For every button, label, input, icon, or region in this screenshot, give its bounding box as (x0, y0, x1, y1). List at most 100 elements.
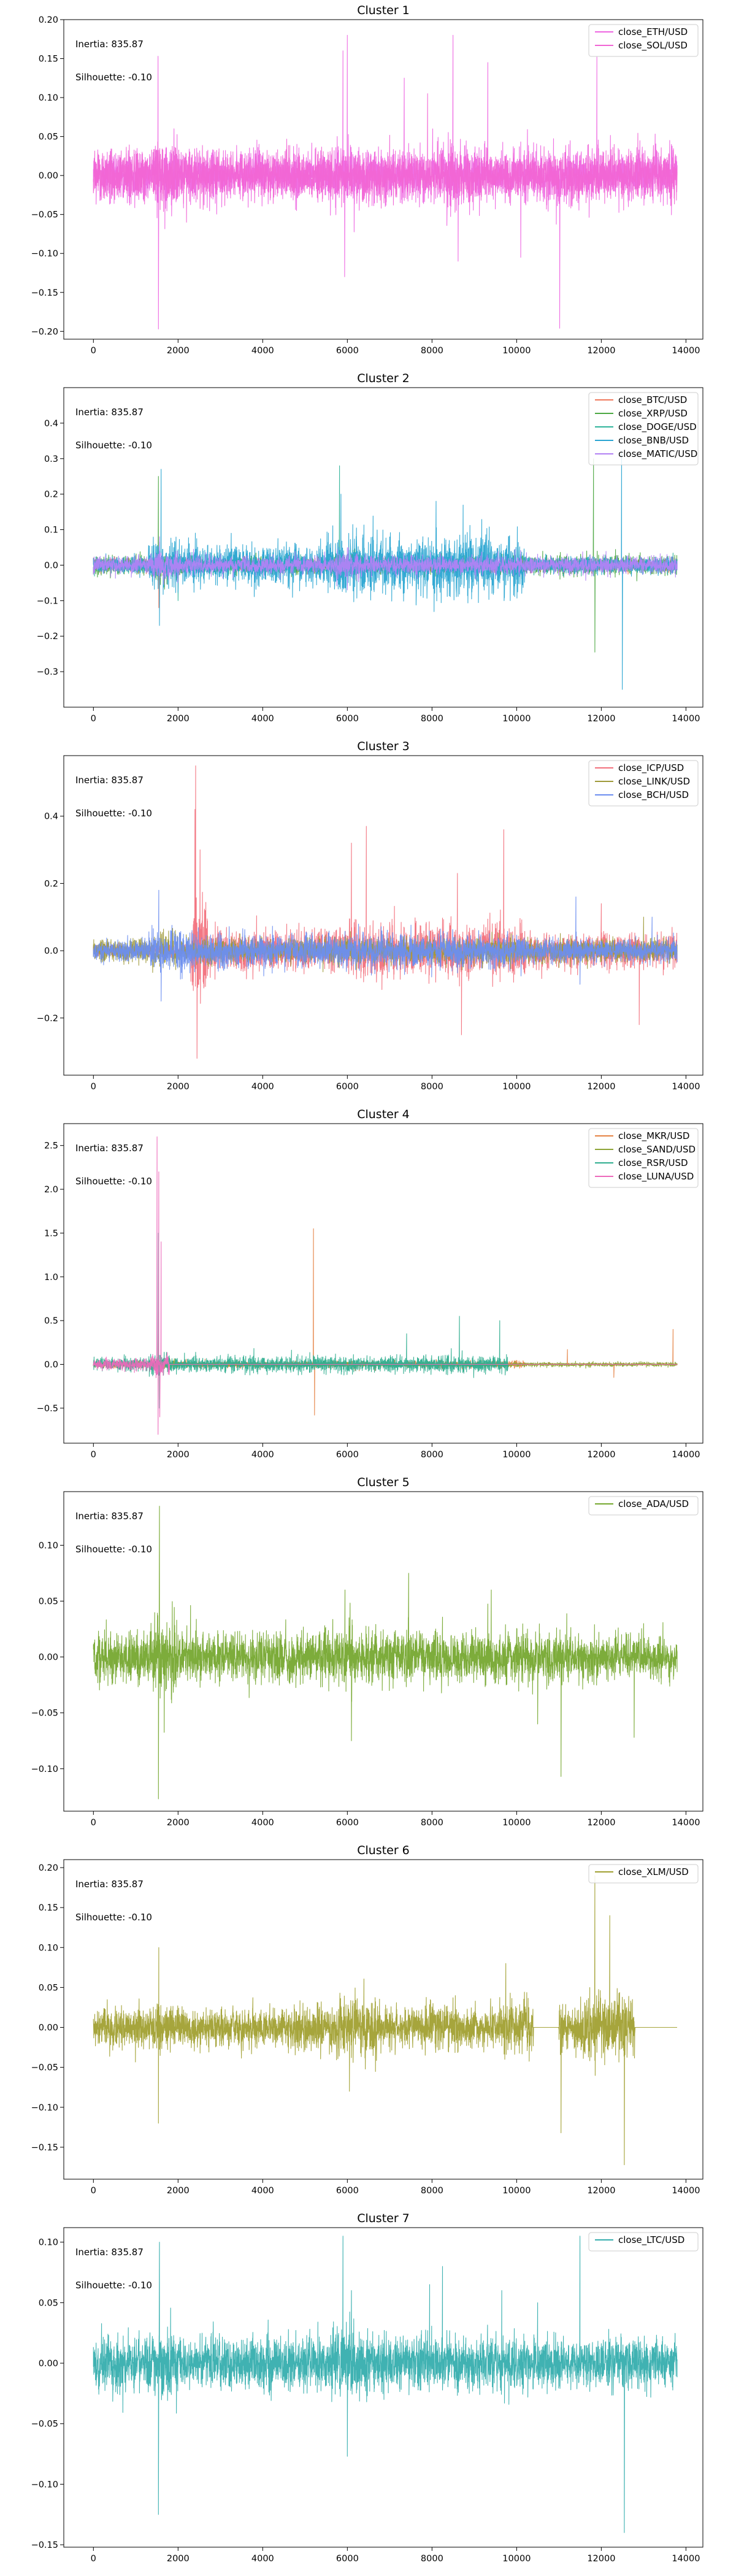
x-tick-label: 2000 (167, 714, 190, 724)
axes-frame (63, 2227, 703, 2548)
x-tick-label: 8000 (421, 1082, 443, 1092)
x-tick-label: 12000 (587, 2186, 615, 2196)
x-tick-label: 10000 (502, 2554, 531, 2564)
x-tick-label: 14000 (672, 2554, 700, 2564)
x-tick-label: 6000 (336, 1082, 359, 1092)
y-tick-label: 0.00 (39, 2359, 58, 2369)
x-tick-label: 14000 (672, 346, 700, 356)
series-line-5 (93, 536, 678, 591)
series-line-3 (93, 1232, 678, 1409)
y-tick-label: 0.05 (39, 1597, 58, 1607)
chart-panel-2: Cluster 2 0 2000 4000 6000 8000 10000 12000 1400… (37, 372, 703, 724)
inertia-annotation: Inertia: 835.87 (75, 2247, 144, 2258)
y-tick-label: 0.10 (39, 2238, 58, 2248)
x-tick-label: 8000 (421, 714, 443, 724)
series-group (93, 1506, 678, 1800)
series-line-1 (93, 1875, 678, 2166)
legend: close_ADA/USD (588, 1496, 699, 1516)
legend: close_XLM/USD (588, 1864, 699, 1884)
series-group (93, 451, 678, 690)
y-tick-label: 0.0 (44, 946, 58, 956)
x-tick-label: 4000 (251, 346, 274, 356)
x-tick-label: 4000 (251, 1082, 274, 1092)
x-tick-label: 8000 (421, 2186, 443, 2196)
y-tick-label: 0.15 (39, 1903, 58, 1913)
legend-entry: close_ICP/USD (618, 762, 684, 774)
legend-entry: close_LUNA/USD (618, 1171, 694, 1183)
series-group (93, 1875, 678, 2166)
x-tick-label: 0 (91, 2554, 96, 2564)
series-line-2 (93, 93, 678, 223)
y-tick-label: 0.3 (44, 454, 58, 464)
y-tick-label: 0.10 (39, 1943, 58, 1953)
y-tick-label: −0.10 (31, 2480, 58, 2490)
legend-box (588, 1496, 699, 1516)
x-tick-label: 10000 (502, 2186, 531, 2196)
legend-entry: close_SOL/USD (618, 40, 688, 52)
x-tick-label: 10000 (502, 1450, 531, 1460)
series-line-1 (93, 2236, 678, 2533)
x-tick-label: 6000 (336, 2554, 359, 2564)
x-tick-label: 8000 (421, 346, 443, 356)
y-tick-label: 0.05 (39, 132, 58, 142)
y-tick-label: −0.1 (37, 596, 58, 606)
x-tick-label: 12000 (587, 714, 615, 724)
inertia-annotation: Inertia: 835.87 (75, 1511, 144, 1522)
x-tick-label: 10000 (502, 714, 531, 724)
silhouette-annotation: Silhouette: -0.10 (75, 1176, 152, 1187)
y-tick-label: −0.15 (31, 2540, 58, 2550)
inertia-annotation: Inertia: 835.87 (75, 407, 144, 418)
legend-entry: close_LINK/USD (618, 776, 690, 788)
y-tick-label: 0.20 (39, 1863, 58, 1873)
x-tick-label: 8000 (421, 2554, 443, 2564)
series-line-1 (93, 1228, 678, 1416)
chart-title: Cluster 4 (357, 1108, 410, 1121)
x-tick-label: 14000 (672, 1450, 700, 1460)
y-tick-label: 0.2 (44, 490, 58, 500)
chart-panel-7: Cluster 7 0 2000 4000 6000 8000 10000 12000 1400… (31, 2212, 703, 2564)
x-tick-label: 4000 (251, 1818, 274, 1828)
y-tick-label: 0.05 (39, 1983, 58, 1993)
y-tick-label: 2.0 (44, 1185, 58, 1195)
legend-entry: close_ADA/USD (618, 1498, 689, 1510)
y-tick-label: 0.4 (44, 419, 58, 429)
chart-title: Cluster 2 (357, 372, 410, 385)
x-tick-label: 0 (91, 1450, 96, 1460)
silhouette-annotation: Silhouette: -0.10 (75, 1544, 152, 1555)
silhouette-annotation: Silhouette: -0.10 (75, 1912, 152, 1923)
inertia-annotation: Inertia: 835.87 (75, 1143, 144, 1154)
x-tick-label: 4000 (251, 714, 274, 724)
x-tick-label: 6000 (336, 346, 359, 356)
x-tick-label: 2000 (167, 2186, 190, 2196)
legend: close_MKR/USD close_SAND/USDclose_RSR/USD… (588, 1128, 699, 1188)
x-tick-label: 6000 (336, 2186, 359, 2196)
y-tick-label: −0.10 (31, 2103, 58, 2113)
y-tick-label: −0.15 (31, 288, 58, 298)
legend-entry: close_BNB/USD (618, 435, 689, 447)
x-tick-label: 6000 (336, 1818, 359, 1828)
chart-panel-3: Cluster 3 0 2000 4000 6000 8000 10000 12000 1400… (37, 740, 703, 1092)
series-line-4 (93, 1136, 678, 1435)
series-group (93, 1136, 678, 1435)
legend: close_LTC/USD (588, 2232, 699, 2252)
y-tick-label: 0.1 (44, 526, 58, 535)
x-tick-label: 12000 (587, 1082, 615, 1092)
y-tick-label: −0.2 (37, 1014, 58, 1024)
inertia-annotation: Inertia: 835.87 (75, 775, 144, 786)
x-tick-label: 8000 (421, 1450, 443, 1460)
chart-panel-1: Cluster 1 0 2000 4000 6000 8000 10000 12000 1400… (31, 4, 703, 356)
y-tick-label: 0.00 (39, 1653, 58, 1663)
y-tick-label: 0.10 (39, 93, 58, 103)
x-tick-label: 0 (91, 1818, 96, 1828)
legend-box (588, 2232, 699, 2252)
x-tick-label: 2000 (167, 2554, 190, 2564)
series-group (93, 2236, 678, 2533)
x-tick-label: 14000 (672, 1818, 700, 1828)
legend-entry: close_XLM/USD (618, 1866, 689, 1878)
x-tick-label: 6000 (336, 714, 359, 724)
legend-box (588, 392, 699, 466)
y-tick-label: 0.0 (44, 561, 58, 570)
x-tick-label: 0 (91, 346, 96, 356)
x-tick-label: 0 (91, 714, 96, 724)
